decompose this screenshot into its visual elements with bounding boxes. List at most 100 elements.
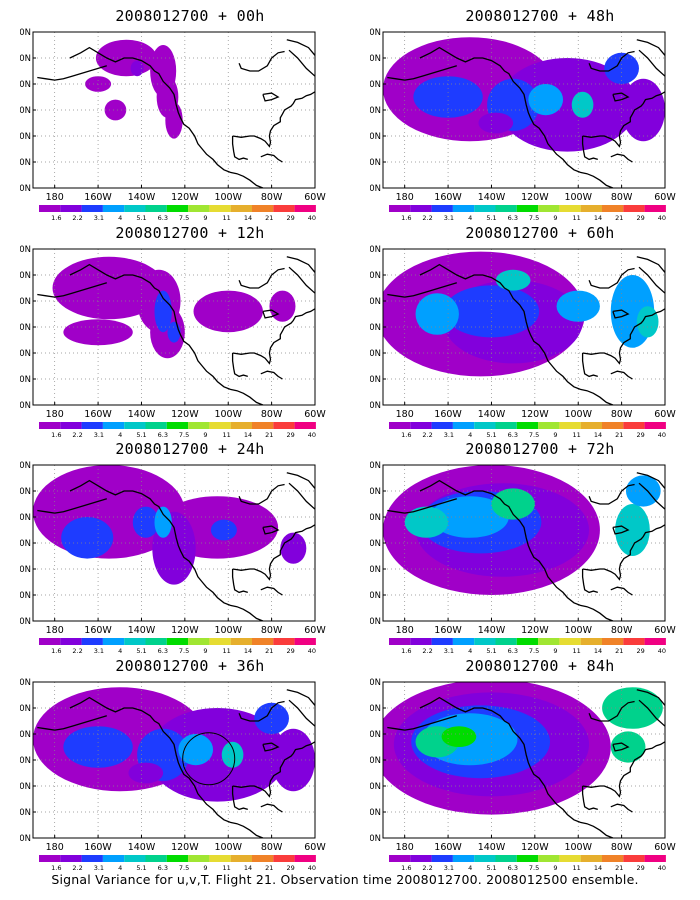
colorbar-swatch	[81, 638, 103, 645]
colorbar-swatch	[559, 855, 581, 862]
colorbar-swatch	[81, 422, 103, 429]
map-panel: 10N 20N 30N 40N 50N 60N 70N 180 160W 140W 120W 100W…	[20, 5, 360, 223]
colorbar: 1.6 2.2 3.1 4 5.1 6.3 7.5 9 11 14 21 29 40	[389, 422, 666, 439]
colorbar-label: 2.2	[422, 214, 432, 222]
colorbar-swatch	[538, 855, 560, 862]
y-tick-label: 70N	[20, 678, 31, 688]
y-tick-label: 10N	[20, 834, 31, 844]
panel-title: 2008012700 + 36h	[115, 657, 265, 675]
y-tick-label: 50N	[370, 80, 381, 90]
colorbar-label: 4	[118, 647, 122, 655]
x-tick-label: 120W	[521, 625, 549, 636]
x-tick-label: 140W	[478, 192, 506, 203]
y-tick-label: 40N	[20, 323, 31, 333]
coastline	[37, 689, 315, 838]
x-tick-label: 180	[396, 409, 414, 420]
x-tick-label: 100W	[214, 625, 242, 636]
x-tick-label: 160W	[434, 409, 462, 420]
map-figure: 10N 20N 30N 40N 50N 60N 70N 180 160W 140W 120W 100W…	[20, 678, 326, 872]
colorbar-swatch	[389, 422, 411, 429]
colorbar-swatch	[230, 205, 252, 212]
panel-title: 2008012700 + 84h	[465, 657, 615, 675]
colorbar-label: 6.3	[508, 647, 518, 655]
y-tick-label: 40N	[20, 106, 31, 116]
variance-blob	[491, 488, 535, 520]
y-tick-label: 50N	[20, 730, 31, 740]
y-tick-label: 30N	[20, 132, 31, 142]
x-tick-label: 80W	[611, 842, 633, 853]
colorbar-label: 3.1	[444, 864, 454, 872]
colorbar-swatch	[431, 205, 453, 212]
y-tick-label: 10N	[20, 617, 31, 627]
colorbar-label: 3.1	[94, 864, 104, 872]
y-tick-label: 30N	[370, 132, 381, 142]
colorbar-swatch	[230, 422, 252, 429]
variance-blob	[280, 532, 307, 564]
y-tick-label: 10N	[370, 617, 381, 627]
x-tick-label: 120W	[521, 842, 549, 853]
variance-field	[85, 39, 183, 139]
coastline	[387, 689, 665, 838]
y-tick-label: 50N	[20, 80, 31, 90]
colorbar-swatch	[495, 638, 517, 645]
colorbar-swatch	[145, 638, 167, 645]
colorbar-label: 11	[223, 431, 231, 439]
colorbar-label: 1.6	[401, 864, 411, 872]
x-tick-label: 80W	[261, 842, 283, 853]
map-panel: 10N 20N 30N 40N 50N 60N 70N 180 160W 140W 120W 100W…	[370, 438, 700, 656]
colorbar-label: 5.1	[486, 214, 496, 222]
x-tick-label: 160W	[84, 842, 112, 853]
y-tick-label: 40N	[20, 539, 31, 549]
colorbar-label: 1.6	[51, 864, 61, 872]
y-tick-label: 40N	[370, 323, 381, 333]
colorbar-label: 7.5	[529, 431, 539, 439]
colorbar-swatch	[559, 205, 581, 212]
colorbar-label: 9	[553, 864, 557, 872]
colorbar-swatch	[580, 422, 602, 429]
x-tick-label: 60W	[304, 842, 326, 853]
y-tick-label: 50N	[370, 297, 381, 307]
colorbar: 1.6 2.2 3.1 4 5.1 6.3 7.5 9 11 14 21 29 40	[389, 855, 666, 872]
x-tick-label: 140W	[128, 625, 156, 636]
colorbar-label: 29	[636, 647, 644, 655]
y-tick-label: 30N	[370, 565, 381, 575]
colorbar-label: 14	[244, 647, 252, 655]
colorbar-label: 5.1	[136, 864, 146, 872]
x-tick-label: 160W	[84, 192, 112, 203]
colorbar-label: 9	[203, 864, 207, 872]
y-tick-label: 30N	[370, 782, 381, 792]
colorbar-label: 6.3	[508, 214, 518, 222]
colorbar-label: 14	[594, 214, 602, 222]
coastline	[387, 256, 665, 405]
variance-blob	[636, 306, 659, 338]
x-tick-label: 140W	[128, 842, 156, 853]
x-tick-label: 120W	[171, 192, 199, 203]
colorbar: 1.6 2.2 3.1 4 5.1 6.3 7.5 9 11 14 21 29 40	[39, 205, 316, 222]
colorbar-swatch	[474, 855, 496, 862]
panel-title: 2008012700 + 24h	[115, 440, 265, 458]
colorbar-label: 7.5	[179, 214, 189, 222]
x-tick-label: 120W	[171, 409, 199, 420]
panel-title: 2008012700 + 12h	[115, 224, 265, 242]
colorbar-swatch	[389, 638, 411, 645]
colorbar-label: 2.2	[72, 431, 82, 439]
colorbar-swatch	[39, 422, 61, 429]
coastline	[37, 39, 315, 188]
map-figure: 10N 20N 30N 40N 50N 60N 70N 180 160W 140W 120W 100W…	[370, 461, 676, 655]
colorbar-label: 4	[468, 431, 472, 439]
y-tick-label: 20N	[20, 375, 31, 385]
map-panel: 10N 20N 30N 40N 50N 60N 70N 180 160W 140W 120W 100W…	[20, 222, 360, 440]
colorbar-label: 11	[573, 647, 581, 655]
colorbar-swatch	[580, 638, 602, 645]
colorbar-label: 14	[594, 647, 602, 655]
variance-blob	[165, 102, 183, 139]
colorbar-label: 11	[573, 214, 581, 222]
colorbar-label: 6.3	[158, 647, 168, 655]
colorbar-swatch	[252, 422, 274, 429]
map-panel: 10N 20N 30N 40N 50N 60N 70N 180 160W 140W 120W 100W…	[20, 655, 360, 873]
colorbar-swatch	[602, 205, 624, 212]
colorbar-label: 7.5	[179, 647, 189, 655]
x-tick-label: 120W	[521, 192, 549, 203]
colorbar-swatch	[102, 205, 125, 212]
colorbar-label: 3.1	[444, 431, 454, 439]
